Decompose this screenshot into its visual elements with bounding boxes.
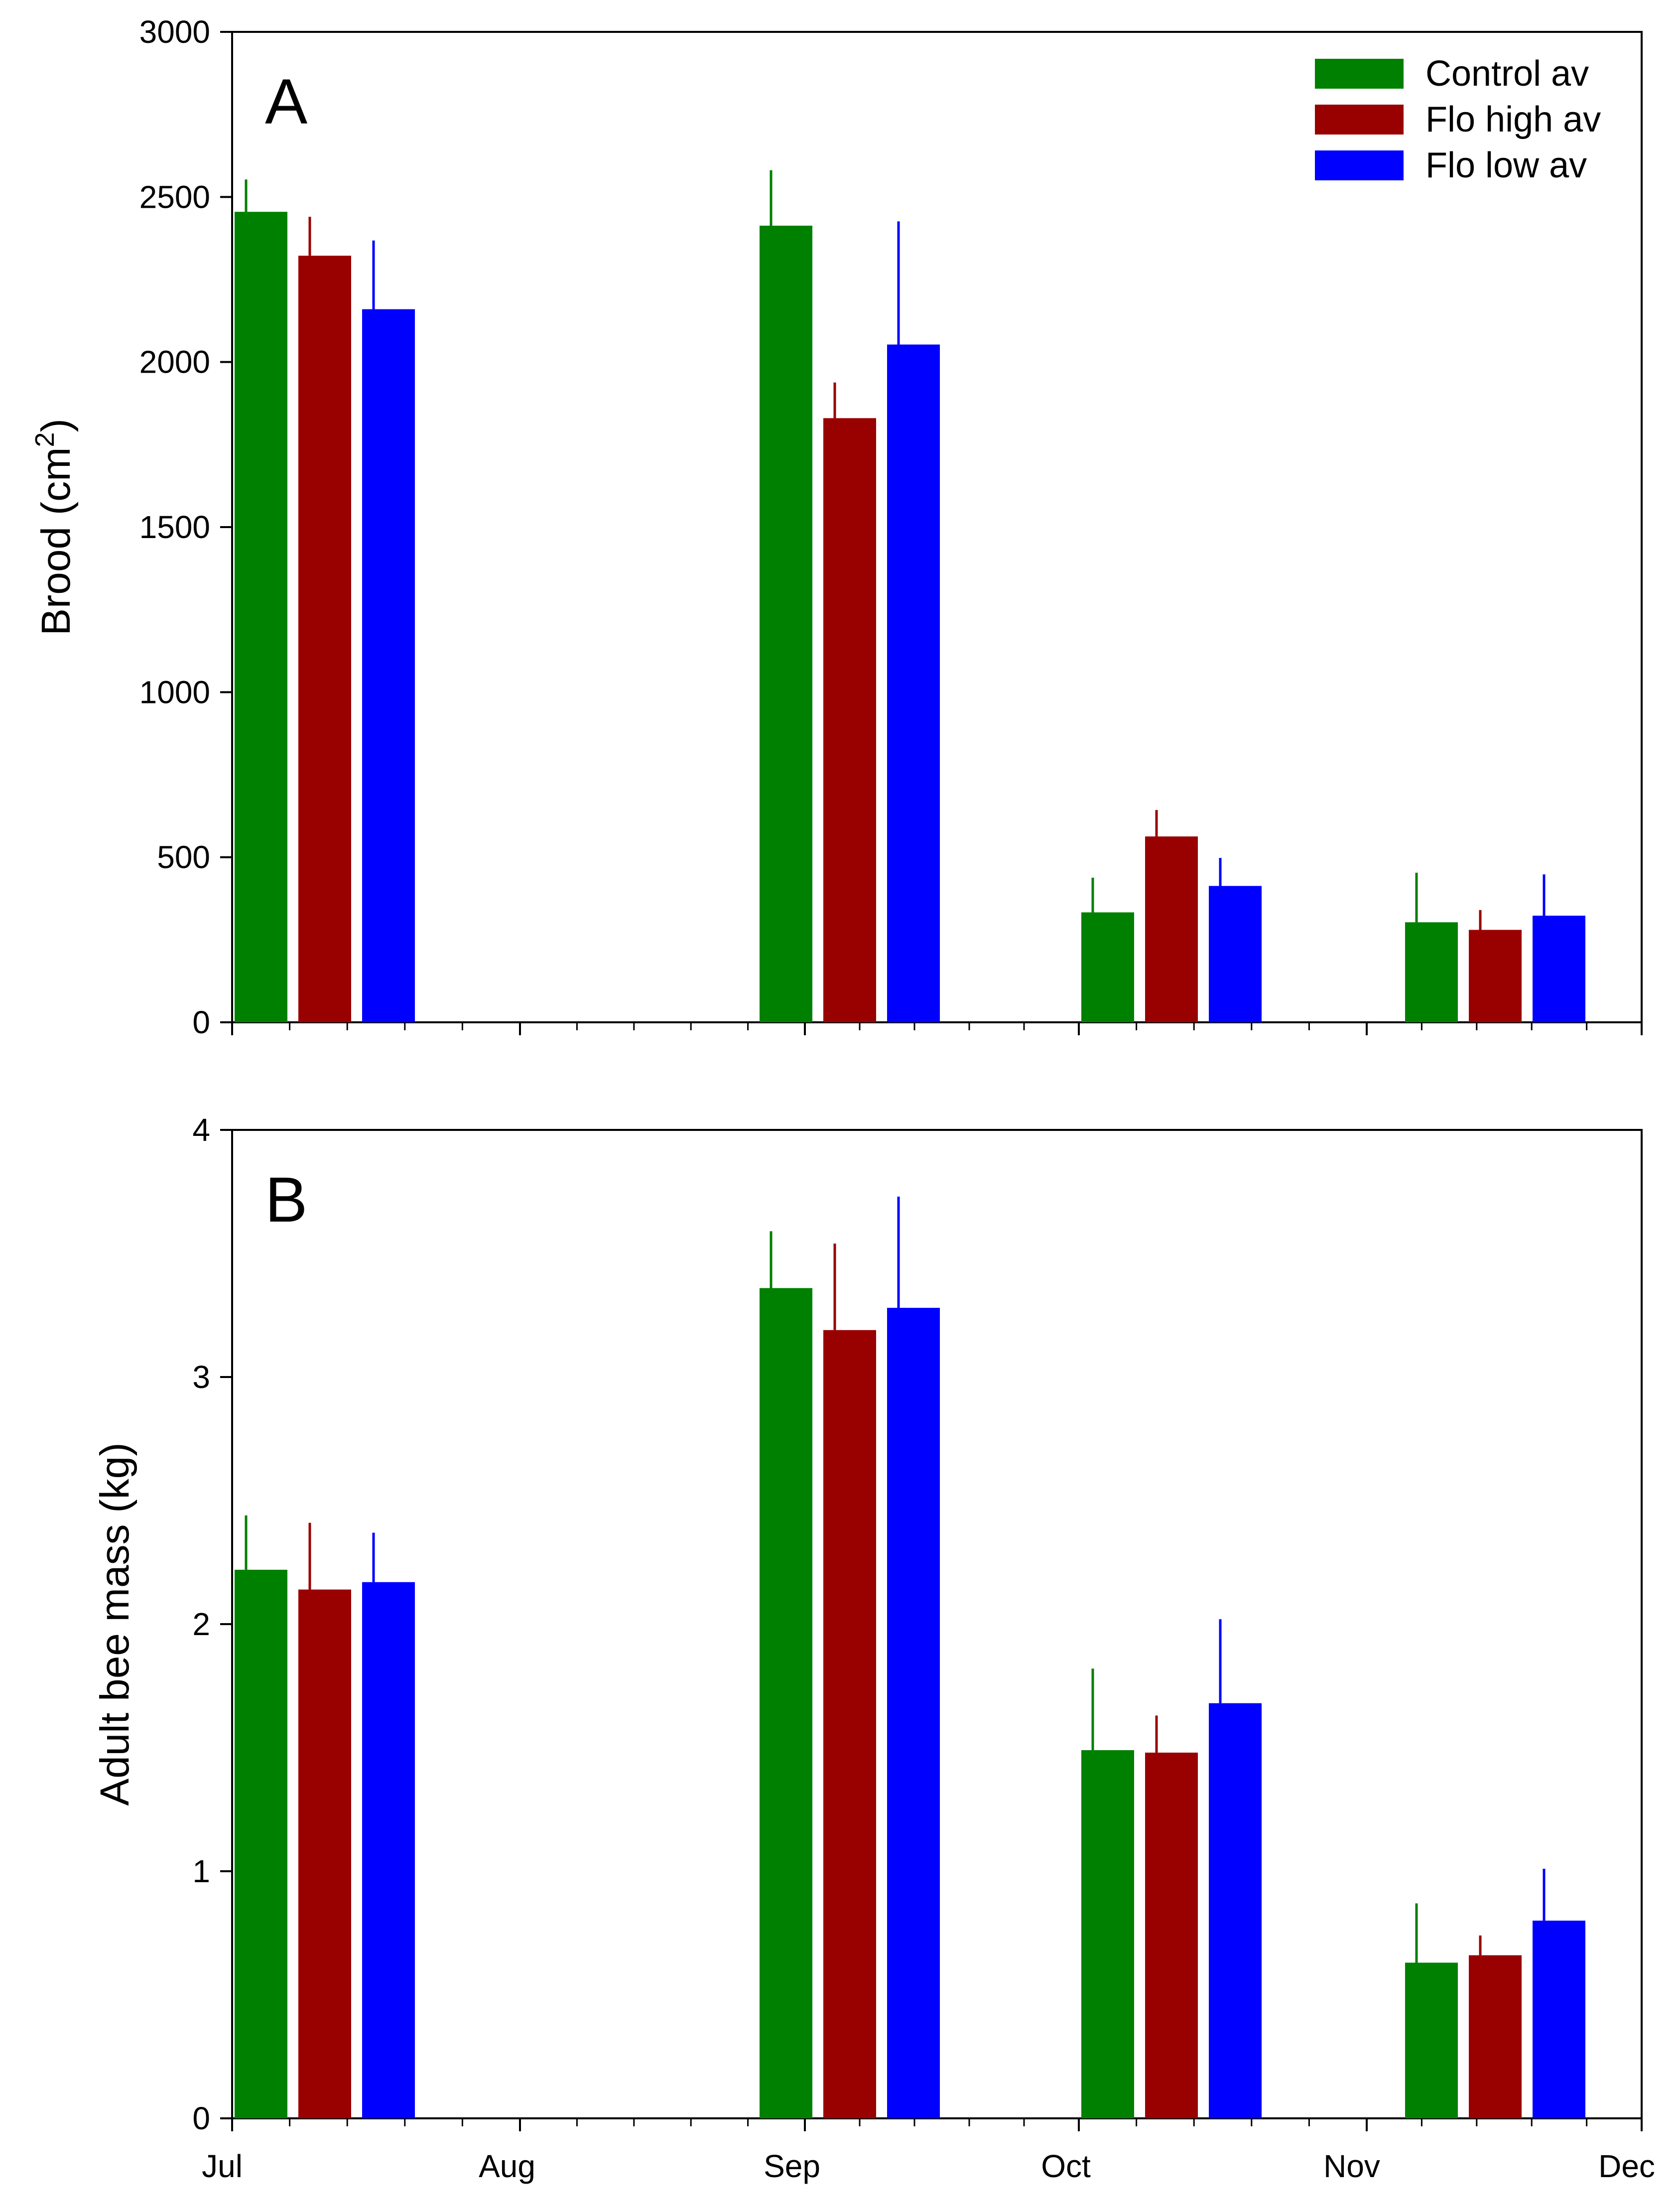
- y-tick-label: 1: [192, 1853, 210, 1889]
- x-month-label: Aug: [479, 2148, 535, 2184]
- legend: Control av Flo high av Flo low av: [1315, 54, 1601, 185]
- bar: [760, 1288, 812, 2118]
- bar: [1533, 1921, 1585, 2118]
- legend-label: Flo low av: [1425, 145, 1587, 185]
- legend-swatch: [1315, 59, 1404, 89]
- bar: [1081, 912, 1134, 1022]
- bar: [887, 1308, 940, 2118]
- bar: [1081, 1750, 1134, 2118]
- bar: [1469, 930, 1522, 1022]
- y-tick-label: 3000: [139, 14, 210, 50]
- y-tick-label: 1500: [139, 509, 210, 545]
- bar: [1209, 886, 1262, 1022]
- bar: [362, 309, 415, 1022]
- y-tick-label: 2: [192, 1606, 210, 1642]
- bar: [235, 1569, 287, 2118]
- y-tick-label: 2000: [139, 344, 210, 380]
- legend-swatch: [1315, 150, 1404, 180]
- x-month-label: Oct: [1041, 2148, 1091, 2184]
- y-tick-label: 500: [157, 839, 210, 875]
- bar: [298, 1589, 351, 2118]
- bars-b: [235, 1288, 1585, 2118]
- bar: [298, 256, 351, 1022]
- error-bars-a: [245, 170, 1546, 930]
- x-axis-ticks-b: [231, 2118, 1643, 2131]
- bar: [823, 418, 876, 1022]
- y-tick-label: 0: [192, 1004, 210, 1040]
- bar: [1533, 915, 1585, 1022]
- y-axis-ticks-b: 0 1 2 3 4: [192, 1112, 232, 2136]
- bar: [1469, 1955, 1522, 2118]
- y-tick-label: 4: [192, 1112, 210, 1148]
- y-axis-title-a: Brood (cm2): [30, 418, 79, 636]
- panel-label-a: A: [265, 66, 308, 138]
- x-month-label: Nov: [1323, 2148, 1380, 2184]
- legend-swatch: [1315, 105, 1404, 135]
- legend-label: Flo high av: [1425, 100, 1601, 139]
- y-tick-label: 3: [192, 1359, 210, 1395]
- panel-label-b: B: [265, 1164, 307, 1236]
- bar: [887, 344, 940, 1022]
- bar: [1405, 922, 1458, 1022]
- error-bars-b: [245, 1196, 1546, 1963]
- x-month-label: Jul: [202, 2148, 243, 2184]
- bar: [1209, 1703, 1262, 2118]
- panel-a: 0 500 1000 1500 2000 2500 3000 A Brood (cm2) C…: [30, 14, 1643, 1040]
- x-month-label: Sep: [764, 2148, 820, 2184]
- y-axis-title-b: Adult bee mass (kg): [92, 1442, 137, 1805]
- x-axis-ticks-a: [231, 1022, 1643, 1035]
- bar: [1145, 836, 1198, 1022]
- bar: [1405, 1962, 1458, 2118]
- bar: [362, 1582, 415, 2118]
- y-tick-label: 2500: [139, 179, 210, 215]
- y-tick-label: 1000: [139, 674, 210, 710]
- bar: [823, 1330, 876, 2118]
- y-tick-label: 0: [192, 2100, 210, 2136]
- x-month-label: Dec: [1598, 2148, 1655, 2184]
- x-axis-month-labels: Jul Aug Sep Oct Nov Dec: [202, 2148, 1655, 2184]
- bar: [1145, 1752, 1198, 2118]
- bar: [760, 225, 812, 1022]
- panel-b: 0 1 2 3 4 B Adult bee mass (kg): [92, 1112, 1643, 2136]
- y-axis-ticks-a: 0 500 1000 1500 2000 2500 3000: [139, 14, 232, 1040]
- bar: [235, 212, 287, 1022]
- legend-label: Control av: [1425, 54, 1589, 94]
- bars-a: [235, 212, 1585, 1022]
